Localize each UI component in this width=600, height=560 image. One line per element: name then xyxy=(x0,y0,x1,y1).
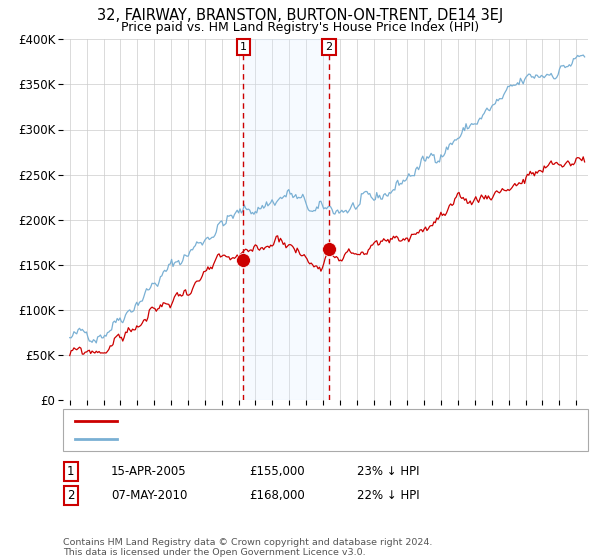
Text: 1: 1 xyxy=(67,465,74,478)
Text: 32, FAIRWAY, BRANSTON, BURTON-ON-TRENT, DE14 3EJ (detached house): 32, FAIRWAY, BRANSTON, BURTON-ON-TRENT, … xyxy=(126,416,529,426)
Text: 2: 2 xyxy=(325,42,332,52)
Text: £155,000: £155,000 xyxy=(249,465,305,478)
Text: 32, FAIRWAY, BRANSTON, BURTON-ON-TRENT, DE14 3EJ: 32, FAIRWAY, BRANSTON, BURTON-ON-TRENT, … xyxy=(97,8,503,24)
Text: 22% ↓ HPI: 22% ↓ HPI xyxy=(357,489,419,502)
Text: 2: 2 xyxy=(67,489,74,502)
Text: Contains HM Land Registry data © Crown copyright and database right 2024.
This d: Contains HM Land Registry data © Crown c… xyxy=(63,538,433,557)
Text: HPI: Average price, detached house, East Staffordshire: HPI: Average price, detached house, East… xyxy=(126,434,425,444)
Text: £168,000: £168,000 xyxy=(249,489,305,502)
Text: 15-APR-2005: 15-APR-2005 xyxy=(111,465,187,478)
Bar xyxy=(244,39,329,400)
Text: 07-MAY-2010: 07-MAY-2010 xyxy=(111,489,187,502)
Text: Price paid vs. HM Land Registry's House Price Index (HPI): Price paid vs. HM Land Registry's House … xyxy=(121,21,479,34)
Text: 23% ↓ HPI: 23% ↓ HPI xyxy=(357,465,419,478)
Text: 1: 1 xyxy=(240,42,247,52)
